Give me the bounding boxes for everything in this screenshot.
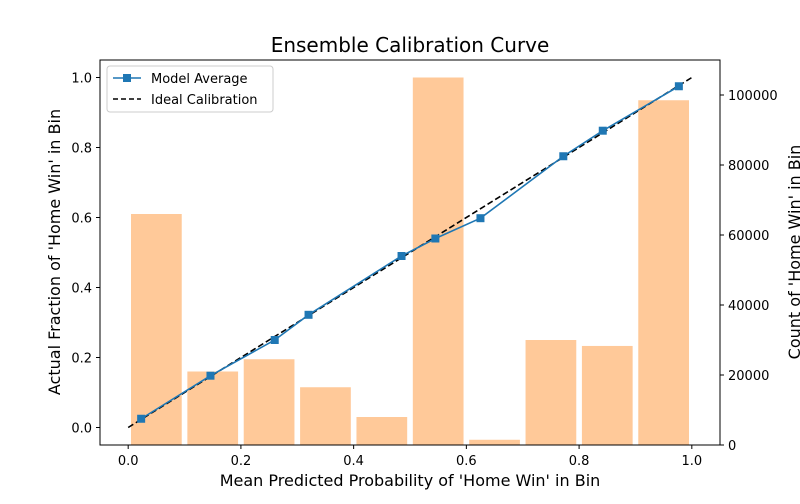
- histogram-bar: [187, 371, 239, 445]
- legend-box: [106, 65, 274, 113]
- model-average-point: [304, 310, 313, 319]
- model-average-point: [270, 336, 279, 344]
- model-average-point: [476, 214, 485, 223]
- y-axis-title: Actual Fraction of 'Home Win' in Bin: [45, 109, 64, 395]
- legend-model-marker: [123, 74, 131, 82]
- y2-tick-label: 100000: [728, 89, 778, 104]
- x-axis-title: Mean Predicted Probability of 'Home Win'…: [220, 471, 601, 490]
- model-average-point: [431, 234, 440, 243]
- legend-ideal-label: Ideal Calibration: [151, 93, 258, 108]
- model-average-point: [559, 152, 568, 161]
- y2-tick-label: 40000: [728, 299, 769, 314]
- y-tick-label: 1.0: [71, 72, 92, 87]
- x-axis-ticks: 0.0 0.2 0.4 0.6 0.8 1.0: [118, 445, 702, 469]
- histogram-bar: [412, 77, 464, 445]
- y2-axis-ticks: 0 20000 40000 60000 80000 100000: [720, 89, 778, 454]
- calibration-lines: [127, 76, 693, 429]
- legend-model-label: Model Average: [151, 72, 248, 87]
- model-average-point: [137, 414, 146, 423]
- histogram-bar: [300, 387, 351, 445]
- x-tick-label: 0.0: [118, 454, 139, 469]
- y2-tick-label: 80000: [728, 159, 769, 174]
- model-average-point: [397, 252, 406, 260]
- x-tick-label: 0.6: [456, 454, 477, 469]
- histogram-bar: [356, 417, 408, 445]
- x-tick-label: 0.8: [569, 454, 590, 469]
- histogram-bar: [525, 340, 577, 445]
- plot-frame: [99, 59, 721, 446]
- histogram-bar: [638, 100, 689, 445]
- y-tick-label: 0.6: [71, 212, 92, 227]
- histogram-bar: [581, 345, 633, 445]
- model-average-point: [674, 82, 683, 91]
- y-tick-label: 0.2: [71, 352, 92, 367]
- model-average-line: [140, 85, 680, 420]
- histogram-bar: [243, 359, 295, 445]
- x-tick-label: 1.0: [681, 454, 702, 469]
- y2-tick-label: 20000: [728, 369, 769, 384]
- model-average-point: [598, 126, 607, 135]
- y2-axis-title: Count of 'Home Win' in Bin: [785, 145, 800, 360]
- chart-title: Ensemble Calibration Curve: [271, 33, 550, 57]
- y-axis-ticks: 0.0 0.2 0.4 0.6 0.8 1.0: [71, 72, 100, 437]
- y-tick-label: 0.4: [71, 282, 92, 297]
- histogram-bar: [131, 214, 182, 445]
- histogram-bars: [131, 77, 689, 445]
- y-tick-label: 0.8: [71, 142, 92, 157]
- x-tick-label: 0.2: [231, 454, 252, 469]
- y2-tick-label: 60000: [728, 229, 769, 244]
- model-average-point: [206, 371, 215, 380]
- x-tick-label: 0.4: [343, 454, 364, 469]
- y-tick-label: 0.0: [71, 422, 92, 437]
- histogram-bar: [469, 439, 520, 445]
- legend: Model Average Ideal Calibration: [106, 65, 274, 113]
- y2-tick-label: 0: [728, 439, 736, 454]
